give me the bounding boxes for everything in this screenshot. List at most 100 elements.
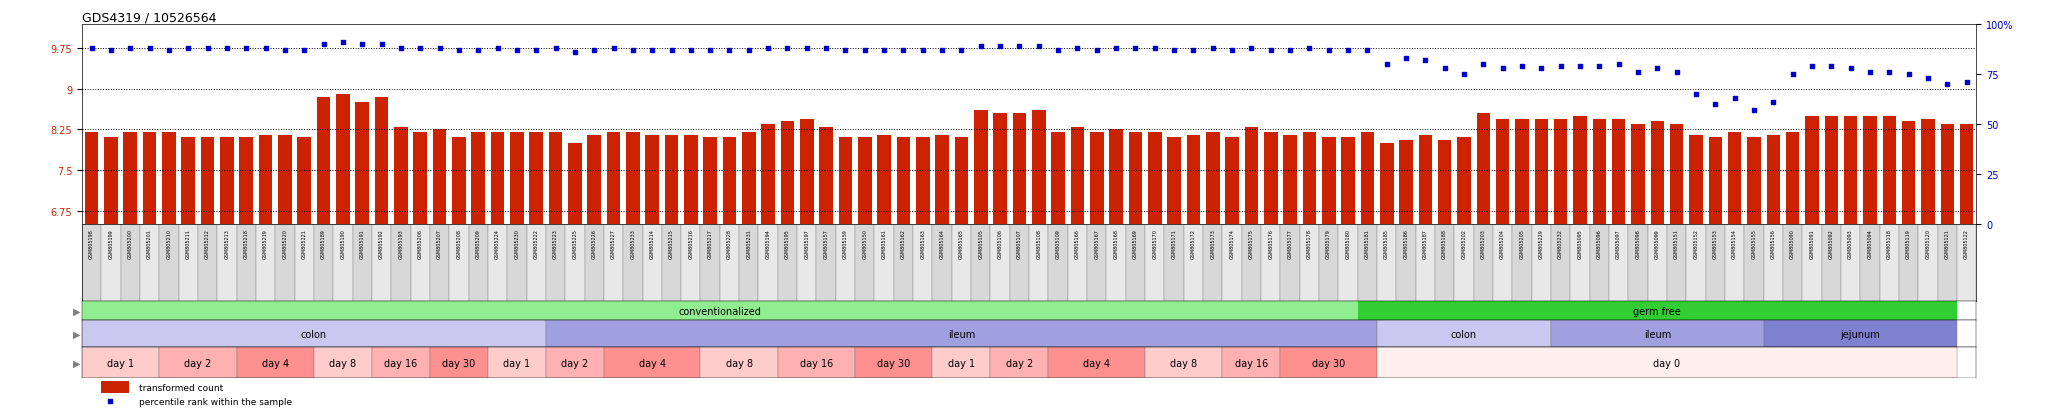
- Text: GSM805215: GSM805215: [670, 228, 674, 258]
- Bar: [1321, 138, 1335, 225]
- Text: GSM805202: GSM805202: [1462, 228, 1466, 258]
- Bar: [1397, 225, 1415, 301]
- Text: GSM805192: GSM805192: [379, 228, 385, 258]
- Bar: [1415, 225, 1436, 301]
- Bar: [1280, 347, 1376, 378]
- Bar: [1376, 225, 1397, 301]
- Bar: [182, 138, 195, 225]
- Text: GSM805152: GSM805152: [1694, 228, 1698, 258]
- Point: [1061, 45, 1094, 52]
- Text: GSM805119: GSM805119: [1907, 228, 1911, 258]
- Bar: [1438, 141, 1452, 225]
- Text: GSM805122: GSM805122: [1964, 228, 1970, 258]
- Point: [1505, 64, 1538, 70]
- Bar: [313, 347, 373, 378]
- Text: GSM805092: GSM805092: [1829, 228, 1833, 258]
- Text: GSM805150: GSM805150: [862, 228, 866, 258]
- Text: GSM805180: GSM805180: [1346, 228, 1350, 258]
- Point: [1331, 47, 1364, 54]
- Bar: [1632, 125, 1645, 225]
- Point: [1313, 47, 1346, 54]
- Point: [365, 41, 397, 48]
- Text: germ free: germ free: [1634, 306, 1681, 316]
- Bar: [762, 125, 774, 225]
- Point: [598, 45, 631, 52]
- Bar: [1802, 225, 1821, 301]
- Bar: [1724, 225, 1745, 301]
- Bar: [82, 301, 1358, 320]
- Point: [791, 45, 823, 52]
- Text: GSM805228: GSM805228: [727, 228, 731, 258]
- Bar: [1921, 119, 1935, 225]
- Bar: [1706, 225, 1724, 301]
- Point: [1874, 69, 1907, 76]
- Bar: [1284, 135, 1296, 225]
- Text: GSM805203: GSM805203: [1481, 228, 1487, 258]
- Text: GSM805095: GSM805095: [1577, 228, 1583, 258]
- Text: GSM805218: GSM805218: [244, 228, 248, 258]
- Bar: [297, 138, 311, 225]
- Bar: [1821, 225, 1841, 301]
- Bar: [1300, 225, 1319, 301]
- Point: [635, 47, 668, 54]
- Bar: [530, 133, 543, 225]
- Bar: [1264, 133, 1278, 225]
- Bar: [471, 133, 485, 225]
- Point: [674, 47, 707, 54]
- Bar: [100, 381, 129, 394]
- Bar: [104, 138, 117, 225]
- Bar: [336, 95, 350, 225]
- Bar: [684, 135, 698, 225]
- Bar: [565, 225, 584, 301]
- Bar: [1167, 138, 1182, 225]
- Bar: [1028, 225, 1049, 301]
- Bar: [993, 114, 1008, 225]
- Text: GSM805172: GSM805172: [1192, 228, 1196, 258]
- Bar: [1610, 225, 1628, 301]
- Text: GSM805176: GSM805176: [1268, 228, 1274, 258]
- Text: day 2: day 2: [1006, 358, 1032, 368]
- Point: [211, 45, 244, 52]
- Bar: [414, 133, 426, 225]
- Bar: [1110, 130, 1122, 225]
- Point: [1409, 57, 1442, 64]
- Bar: [606, 133, 621, 225]
- Text: GSM805168: GSM805168: [1114, 228, 1118, 258]
- Bar: [123, 133, 137, 225]
- Point: [983, 43, 1016, 50]
- Text: GSM805163: GSM805163: [920, 228, 926, 258]
- Text: GSM805227: GSM805227: [610, 228, 616, 258]
- Point: [94, 398, 127, 404]
- Bar: [1241, 225, 1262, 301]
- Bar: [1458, 138, 1470, 225]
- Point: [944, 47, 977, 54]
- Point: [289, 47, 322, 54]
- Point: [1815, 64, 1847, 70]
- Bar: [1202, 225, 1223, 301]
- Point: [1661, 69, 1694, 76]
- Bar: [1380, 144, 1393, 225]
- Bar: [952, 225, 971, 301]
- Bar: [1223, 225, 1241, 301]
- Bar: [588, 135, 600, 225]
- Point: [965, 43, 997, 50]
- Bar: [666, 135, 678, 225]
- Bar: [274, 225, 295, 301]
- Point: [1718, 95, 1751, 102]
- Text: GSM805093: GSM805093: [1847, 228, 1853, 258]
- Text: GSM805174: GSM805174: [1229, 228, 1235, 258]
- Text: GSM805105: GSM805105: [979, 228, 983, 258]
- Text: GSM805151: GSM805151: [1673, 228, 1679, 258]
- Point: [500, 47, 532, 54]
- Text: colon: colon: [301, 329, 328, 339]
- Point: [1583, 64, 1616, 70]
- Bar: [1573, 116, 1587, 225]
- Bar: [373, 225, 391, 301]
- Bar: [954, 138, 969, 225]
- Point: [520, 47, 553, 54]
- Bar: [1376, 347, 1958, 378]
- Bar: [1745, 225, 1763, 301]
- Bar: [1937, 225, 1958, 301]
- Text: GSM805221: GSM805221: [301, 228, 307, 258]
- Point: [1196, 45, 1229, 52]
